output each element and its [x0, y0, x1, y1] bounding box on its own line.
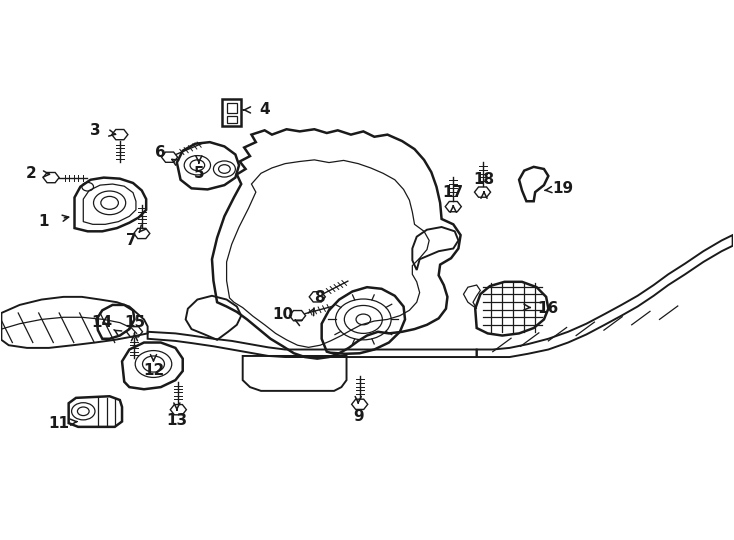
Text: 12: 12 — [143, 363, 164, 379]
Text: 10: 10 — [272, 307, 294, 321]
Text: 5: 5 — [194, 166, 204, 181]
Text: 13: 13 — [167, 413, 187, 428]
Text: 11: 11 — [48, 416, 69, 430]
Text: 17: 17 — [443, 185, 464, 200]
Text: 2: 2 — [25, 166, 36, 181]
Text: 1: 1 — [39, 214, 49, 229]
Text: 19: 19 — [553, 181, 573, 196]
Text: 16: 16 — [538, 301, 559, 316]
Text: 7: 7 — [126, 233, 137, 248]
Text: 6: 6 — [156, 145, 166, 160]
Text: 18: 18 — [473, 172, 495, 187]
Text: 15: 15 — [124, 315, 145, 330]
Text: 3: 3 — [90, 123, 101, 138]
Text: 14: 14 — [92, 315, 113, 330]
Text: 8: 8 — [314, 291, 324, 306]
Text: 4: 4 — [259, 103, 270, 117]
Text: 9: 9 — [353, 409, 363, 423]
